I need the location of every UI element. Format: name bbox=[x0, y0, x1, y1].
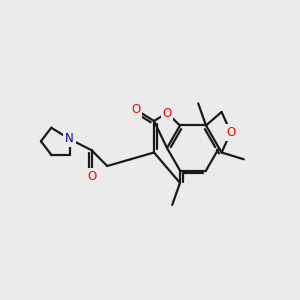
Text: N: N bbox=[65, 133, 74, 146]
Text: O: O bbox=[87, 170, 96, 183]
Text: O: O bbox=[131, 103, 140, 116]
Text: O: O bbox=[226, 126, 235, 139]
Text: O: O bbox=[162, 106, 172, 120]
